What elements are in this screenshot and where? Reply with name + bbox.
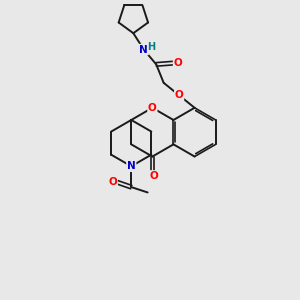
Text: H: H [147, 43, 155, 52]
Text: O: O [148, 103, 157, 113]
Text: O: O [175, 90, 184, 100]
Text: O: O [174, 58, 182, 68]
Text: N: N [140, 44, 148, 55]
Text: N: N [127, 161, 136, 171]
Text: O: O [149, 171, 158, 181]
Text: O: O [109, 177, 117, 187]
